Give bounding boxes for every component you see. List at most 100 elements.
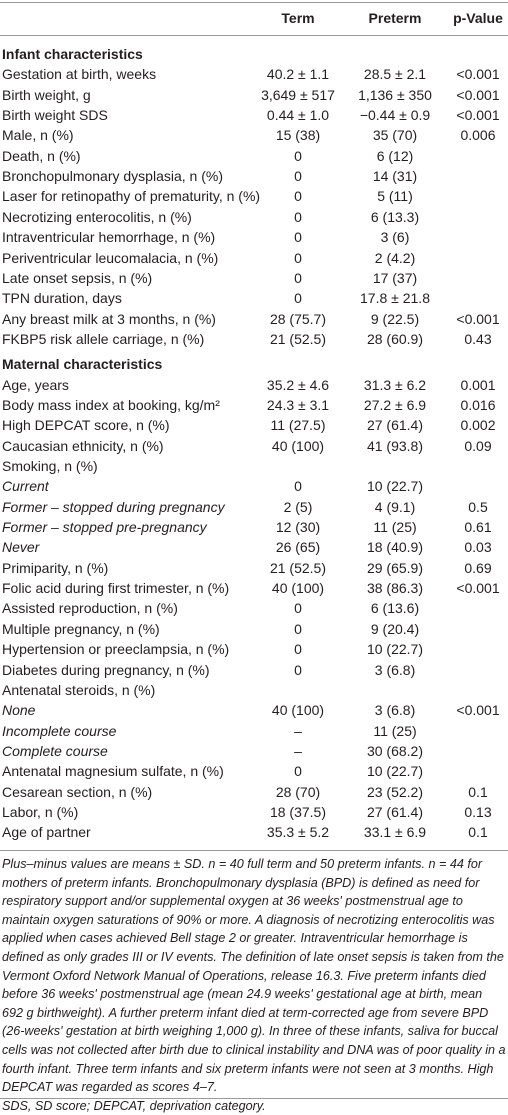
- cell-term: 0: [294, 290, 302, 307]
- section-title: Maternal characteristics: [2, 356, 163, 373]
- row-label: Gestation at birth, weeks: [2, 66, 157, 83]
- row-label: Former – stopped pre-pregnancy: [2, 519, 207, 536]
- cell-preterm: 38 (86.3): [366, 580, 424, 597]
- row-label: Necrotizing enterocolitis, n (%): [2, 208, 192, 225]
- row-label: Cesarean section, n (%): [2, 783, 153, 800]
- cell-term: 40 (100): [271, 580, 325, 597]
- row-label: Birth weight SDS: [2, 107, 108, 124]
- cell-term: 40 (100): [271, 702, 325, 719]
- cell-p: 0.1: [468, 824, 488, 841]
- cell-p: <0.001: [456, 310, 500, 327]
- cell-term: 0: [294, 269, 302, 286]
- cell-preterm: 11 (25): [373, 519, 417, 536]
- cell-p: 0.09: [464, 437, 492, 454]
- cell-term: 0: [294, 600, 302, 617]
- cell-p: <0.001: [456, 702, 500, 719]
- row-label: Antenatal steroids, n (%): [2, 681, 156, 698]
- cell-term: 15 (38): [275, 127, 321, 144]
- cell-preterm: 10 (22.7): [366, 478, 424, 495]
- column-header: Preterm: [368, 10, 422, 26]
- cell-preterm: 10 (22.7): [366, 641, 424, 658]
- cell-term: 2 (5): [283, 498, 313, 515]
- cell-p: <0.001: [456, 107, 500, 124]
- cell-p: 0.006: [460, 127, 496, 144]
- cell-preterm: 6 (12): [376, 147, 414, 164]
- row-label: Birth weight, g: [2, 86, 91, 103]
- row-label: Age, years: [2, 376, 69, 393]
- row-label: Intraventricular hemorrhage, n (%): [2, 229, 216, 246]
- footnotes: Plus–minus values are means ± SD. n = 40…: [2, 855, 506, 1115]
- footnote: SDS, SD score; DEPCAT, deprivation categ…: [2, 1098, 266, 1113]
- row-label: Caucasian ethnicity, n (%): [2, 437, 164, 454]
- cell-preterm: 2 (4.2): [374, 249, 416, 266]
- cell-preterm: 28.5 ± 2.1: [363, 66, 427, 83]
- cell-term: 0: [294, 208, 302, 225]
- cell-term: –: [294, 742, 302, 759]
- column-header: Term: [281, 10, 315, 26]
- cell-term: –: [294, 722, 302, 739]
- cell-preterm: 3 (6): [380, 229, 410, 246]
- cell-preterm: 28 (60.9): [366, 330, 424, 347]
- footnote: Plus–minus values are means ± SD. n = 40…: [2, 857, 506, 1095]
- cell-p: 0.61: [464, 519, 492, 536]
- cell-p: 0.13: [464, 803, 492, 820]
- cell-preterm: 6 (13.6): [370, 600, 420, 617]
- section-title: Infant characteristics: [2, 46, 143, 62]
- row-label: Periventricular leucomalacia, n (%): [2, 249, 219, 266]
- cell-preterm: 3 (6.8): [374, 661, 416, 678]
- cell-term: 21 (52.5): [269, 330, 327, 347]
- row-label: Folic acid during first trimester, n (%): [2, 580, 230, 597]
- row-label: Male, n (%): [2, 127, 74, 144]
- row-label: Age of partner: [2, 824, 91, 841]
- column-header: p-Value: [453, 10, 503, 26]
- rule: [0, 1098, 508, 1099]
- rule: [0, 2, 508, 3]
- cell-preterm: 5 (11): [377, 188, 413, 205]
- cell-preterm: 11 (25): [373, 722, 417, 739]
- cell-p: <0.001: [456, 580, 500, 597]
- cell-term: 0.44 ± 1.0: [266, 107, 330, 124]
- row-label: Laser for retinopathy of prematurity, n …: [2, 188, 261, 205]
- row-label: Multiple pregnancy, n (%): [2, 620, 160, 637]
- cell-p: 0.001: [460, 376, 496, 393]
- row-label: Diabetes during pregnancy, n (%): [2, 661, 210, 678]
- cell-preterm: 9 (20.4): [370, 620, 420, 637]
- row-label: Any breast milk at 3 months, n (%): [2, 310, 216, 327]
- row-label: Bronchopulmonary dysplasia, n (%): [2, 168, 223, 185]
- cell-term: 0: [294, 661, 302, 678]
- cell-term: 3,649 ± 517: [261, 86, 335, 103]
- row-label: Former – stopped during pregnancy: [2, 498, 225, 515]
- cell-term: 28 (70): [275, 783, 321, 800]
- cell-term: 0: [294, 620, 302, 637]
- cell-preterm: 17 (37): [372, 269, 418, 286]
- cell-term: 35.3 ± 5.2: [266, 824, 330, 841]
- cell-term: 24.3 ± 3.1: [266, 396, 330, 413]
- cell-term: 26 (65): [275, 539, 321, 556]
- cell-term: 0: [294, 763, 302, 780]
- cell-p: 0.43: [464, 330, 492, 347]
- cell-preterm: 14 (31): [372, 168, 418, 185]
- row-label: TPN duration, days: [2, 290, 122, 307]
- cell-preterm: 6 (13.3): [370, 208, 420, 225]
- cell-term: 0: [294, 147, 302, 164]
- cell-term: 0: [294, 188, 302, 205]
- row-label: Never: [2, 539, 40, 556]
- cell-preterm: 31.3 ± 6.2: [363, 376, 427, 393]
- cell-term: 40 (100): [271, 437, 325, 454]
- cell-p: 0.1: [468, 783, 488, 800]
- cell-term: 28 (75.7): [269, 310, 327, 327]
- cell-preterm: 4 (9.1): [374, 498, 416, 515]
- cell-term: 35.2 ± 4.6: [266, 376, 330, 393]
- row-label: Primiparity, n (%): [2, 559, 109, 576]
- cell-preterm: 33.1 ± 6.9: [363, 824, 427, 841]
- row-label: Labor, n (%): [2, 803, 79, 820]
- cell-term: 21 (52.5): [269, 559, 327, 576]
- cell-preterm: 27 (61.4): [366, 417, 424, 434]
- cell-p: 0.5: [468, 498, 488, 515]
- cell-preterm: 29 (65.9): [366, 559, 424, 576]
- cell-preterm: 30 (68.2): [366, 742, 424, 759]
- row-label: Hypertension or preeclampsia, n (%): [2, 641, 230, 658]
- cell-p: 0.69: [464, 559, 492, 576]
- row-label: Body mass index at booking, kg/m²: [2, 396, 220, 413]
- row-label: Late onset sepsis, n (%): [2, 269, 153, 286]
